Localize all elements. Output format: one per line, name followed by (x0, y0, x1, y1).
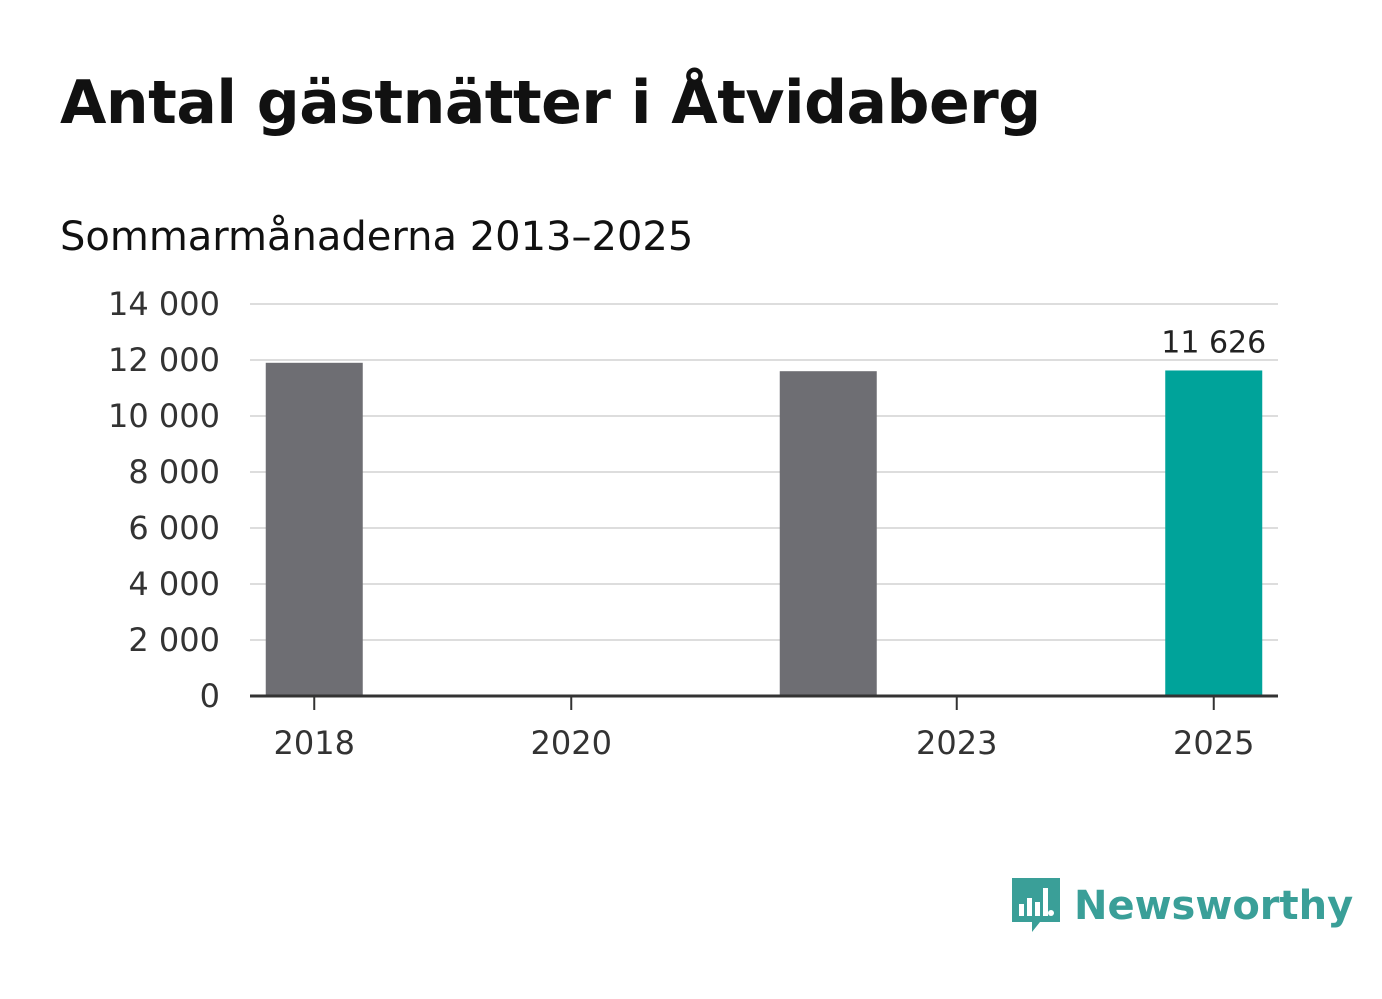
brand-name: Newsworthy (1074, 883, 1354, 929)
y-tick-label: 12 000 (108, 341, 220, 379)
x-tick-label: 2025 (1173, 724, 1254, 762)
y-tick-label: 0 (200, 677, 220, 715)
axes (250, 694, 1278, 710)
bars (265, 362, 1263, 696)
bar (779, 371, 877, 696)
y-tick-label: 14 000 (108, 285, 220, 323)
y-tick-label: 4 000 (128, 565, 220, 603)
x-tick-label: 2020 (531, 724, 612, 762)
x-tick-label: 2023 (916, 724, 997, 762)
bar-highlight (1165, 370, 1263, 696)
y-tick-label: 2 000 (128, 621, 220, 659)
y-tick-label: 8 000 (128, 453, 220, 491)
y-tick-label: 10 000 (108, 397, 220, 435)
data-label: 11 626 (1161, 325, 1266, 360)
chart-title: Antal gästnätter i Åtvidaberg (60, 68, 1041, 138)
chart-subtitle: Sommarmånaderna 2013–2025 (60, 214, 694, 260)
grid-lines (250, 303, 1278, 641)
y-tick-label: 6 000 (128, 509, 220, 547)
newsworthy-chart-bubble-icon (1010, 874, 1062, 938)
brand-logo: Newsworthy (1010, 874, 1353, 938)
x-tick-label: 2018 (274, 724, 355, 762)
tick-labels: 0 2 000 4 000 6 000 8 000 10 000 12 000 14 000 1… (108, 285, 1266, 762)
bar (265, 362, 363, 696)
